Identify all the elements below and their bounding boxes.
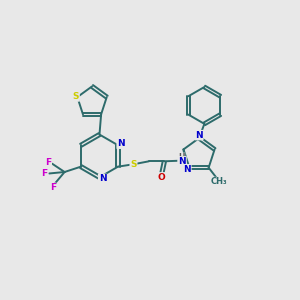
Text: N: N (99, 174, 106, 183)
Text: O: O (158, 173, 165, 182)
Text: S: S (73, 92, 79, 101)
Text: F: F (45, 158, 51, 167)
Text: H: H (178, 153, 184, 162)
Text: N: N (117, 139, 125, 148)
Text: N: N (183, 165, 191, 174)
Text: CH₃: CH₃ (210, 178, 227, 187)
Text: F: F (50, 183, 56, 192)
Text: S: S (130, 160, 137, 169)
Text: F: F (42, 169, 48, 178)
Text: N: N (195, 130, 203, 140)
Text: N: N (178, 157, 186, 166)
